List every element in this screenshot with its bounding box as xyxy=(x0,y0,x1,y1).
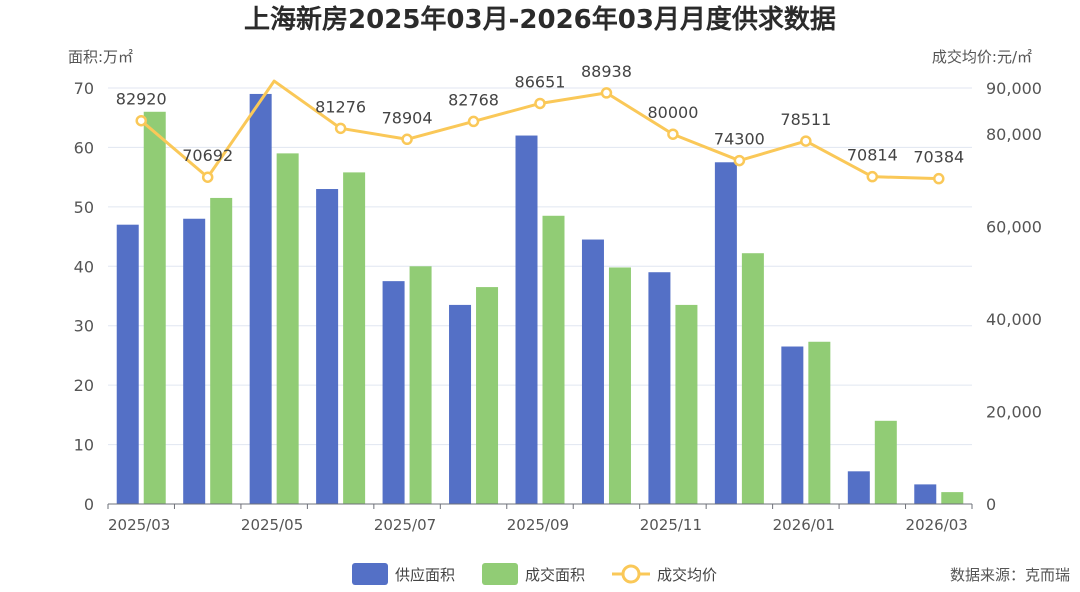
price-point[interactable] xyxy=(534,97,546,110)
bar-deal[interactable] xyxy=(343,172,366,505)
bar-supply[interactable] xyxy=(449,304,472,504)
bar-deal[interactable] xyxy=(741,253,764,504)
bar-deal[interactable] xyxy=(808,341,831,504)
price-data-label: 81276 xyxy=(315,97,366,116)
price-data-label: 80000 xyxy=(647,103,698,122)
bar-supply[interactable] xyxy=(648,272,671,504)
y-left-tick: 60 xyxy=(74,138,94,157)
price-point[interactable] xyxy=(933,172,945,185)
x-tick-label: 2025/09 xyxy=(507,516,569,534)
bars xyxy=(116,93,964,505)
bar-supply[interactable] xyxy=(316,189,339,504)
bar-deal[interactable] xyxy=(608,267,631,504)
x-tick-label: 2025/03 xyxy=(108,516,170,534)
legend-label-supply: 供应面积 xyxy=(395,566,455,584)
price-data-label: 70384 xyxy=(913,148,964,167)
price-data-label: 86651 xyxy=(515,72,566,91)
legend-label-price: 成交均价 xyxy=(657,566,717,584)
price-data-label: 78511 xyxy=(780,110,831,129)
legend-item-deal[interactable]: 成交面积 xyxy=(482,563,585,585)
x-tick-label: 2026/03 xyxy=(906,516,968,534)
y-right-tick: 40,000 xyxy=(986,310,1042,329)
bar-supply[interactable] xyxy=(781,346,804,504)
bar-deal[interactable] xyxy=(409,266,432,504)
price-data-label: 70814 xyxy=(847,146,898,165)
bar-supply[interactable] xyxy=(116,224,139,504)
price-line xyxy=(135,79,945,185)
price-data-label: 74300 xyxy=(714,130,765,149)
bar-deal[interactable] xyxy=(675,304,698,504)
price-point[interactable] xyxy=(800,135,812,147)
legend-label-deal: 成交面积 xyxy=(525,566,585,584)
legend-marker-price xyxy=(621,564,641,584)
price-point[interactable] xyxy=(401,133,413,146)
y-right-tick: 20,000 xyxy=(986,403,1042,422)
y-right-tick: 90,000 xyxy=(986,79,1042,98)
y-left-axis: 0 10 20 30 40 50 60 70 xyxy=(74,79,94,514)
y-left-tick: 40 xyxy=(74,257,94,276)
price-point[interactable] xyxy=(600,87,613,99)
price-point[interactable] xyxy=(667,128,679,140)
bar-supply[interactable] xyxy=(515,135,538,505)
x-tick-label: 2025/11 xyxy=(640,516,702,534)
price-point[interactable] xyxy=(733,154,746,167)
y-right-tick: 80,000 xyxy=(986,125,1042,144)
y-left-tick: 0 xyxy=(84,495,94,514)
y-right-tick: 0 xyxy=(986,495,996,514)
y-left-tick: 20 xyxy=(74,376,94,395)
bar-deal[interactable] xyxy=(143,111,166,505)
price-point[interactable] xyxy=(334,122,347,135)
price-point[interactable] xyxy=(467,115,480,128)
y-left-tick: 10 xyxy=(74,436,94,455)
price-data-label: 70692 xyxy=(182,146,233,165)
legend-item-price[interactable]: 成交均价 xyxy=(612,564,717,584)
y-right-axis-label: 成交均价:元/㎡ xyxy=(932,48,1032,66)
y-left-tick: 50 xyxy=(74,198,94,217)
price-data-label: 88938 xyxy=(581,62,632,81)
legend: 供应面积 成交面积 成交均价 xyxy=(352,563,717,585)
y-right-axis: 0 20,000 40,000 60,000 80,000 90,000 xyxy=(986,79,1042,514)
chart-title: 上海新房2025年03月-2026年03月月度供求数据 xyxy=(244,4,836,35)
y-left-axis-label: 面积:万㎡ xyxy=(68,48,133,66)
bar-supply[interactable] xyxy=(714,162,737,505)
bar-supply[interactable] xyxy=(249,93,272,504)
price-point[interactable] xyxy=(201,171,214,183)
x-tick-label: 2025/05 xyxy=(241,516,303,534)
price-point[interactable] xyxy=(135,114,147,127)
bar-supply[interactable] xyxy=(183,218,206,504)
price-data-label: 82768 xyxy=(448,90,499,109)
y-left-tick: 30 xyxy=(74,317,94,336)
y-left-tick: 70 xyxy=(74,79,94,98)
bar-deal[interactable] xyxy=(210,197,233,504)
grid xyxy=(108,87,972,446)
data-labels: 82920 70692 81276 78904 82768 86651 88938 80000… xyxy=(116,62,964,167)
legend-swatch-deal xyxy=(482,563,518,585)
bar-supply[interactable] xyxy=(847,471,870,504)
price-data-label: 82920 xyxy=(116,90,167,109)
source-note: 数据来源：克而瑞 xyxy=(950,566,1070,584)
bar-deal[interactable] xyxy=(874,420,897,504)
bar-supply[interactable] xyxy=(581,239,604,505)
bar-supply[interactable] xyxy=(914,484,937,504)
x-tick-label: 2026/01 xyxy=(773,516,835,534)
x-axis: 2025/03 2025/05 2025/07 2025/09 2025/11 2026/… xyxy=(107,503,973,534)
bar-deal[interactable] xyxy=(276,153,299,504)
bar-supply[interactable] xyxy=(382,281,405,504)
bar-deal[interactable] xyxy=(941,492,964,504)
x-tick-label: 2025/07 xyxy=(374,516,436,534)
bar-deal[interactable] xyxy=(476,287,499,504)
bar-deal[interactable] xyxy=(542,215,565,504)
legend-item-supply[interactable]: 供应面积 xyxy=(352,563,455,585)
legend-swatch-supply xyxy=(352,563,388,585)
price-point[interactable] xyxy=(866,170,879,183)
y-right-tick: 60,000 xyxy=(986,218,1042,237)
price-data-label: 78904 xyxy=(382,108,433,127)
